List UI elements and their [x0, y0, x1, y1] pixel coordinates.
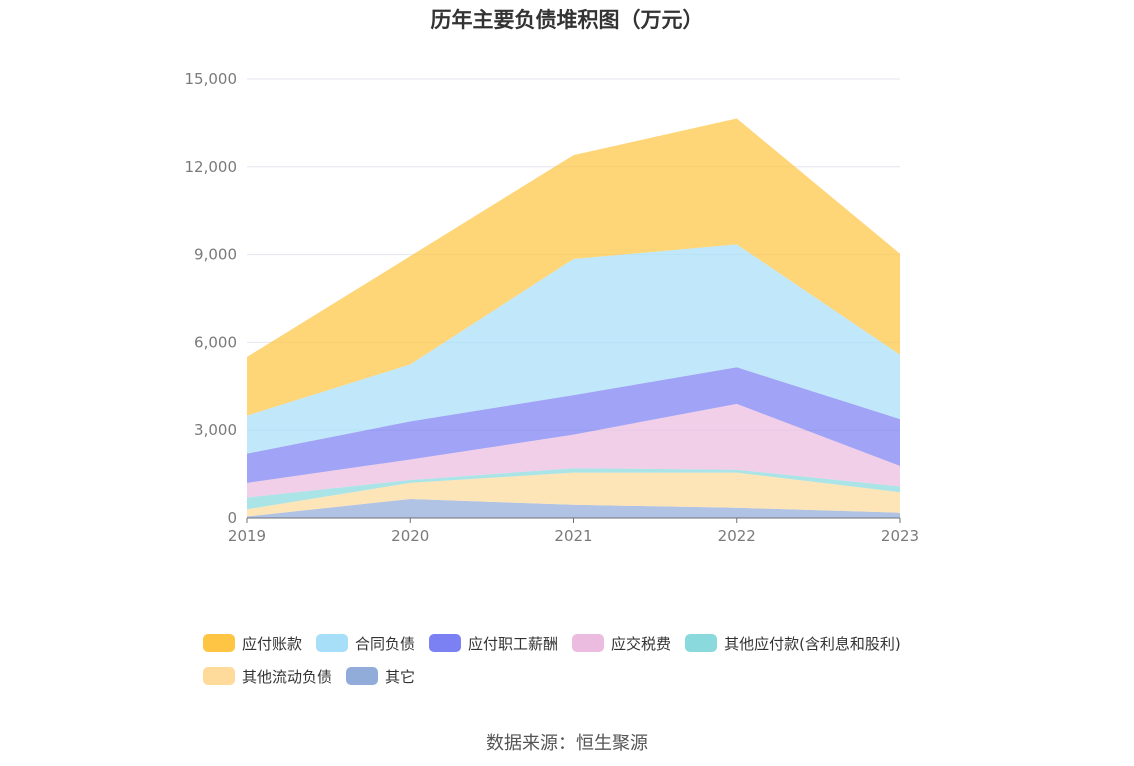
y-tick-label: 6,000	[194, 333, 237, 351]
legend-item[interactable]: 合同负债	[316, 631, 415, 655]
data-source-note: 数据来源：恒生聚源	[486, 733, 648, 754]
x-tick-label: 2023	[881, 527, 919, 545]
area-series-6[interactable]	[247, 118, 900, 416]
area-series-5[interactable]	[247, 244, 900, 454]
x-tick-label: 2021	[554, 527, 592, 545]
legend-swatch	[203, 667, 235, 685]
legend-label: 应付职工薪酬	[468, 634, 559, 653]
y-tick-label: 9,000	[194, 246, 237, 264]
y-tick-label: 0	[227, 509, 237, 527]
x-tick-label: 2019	[228, 527, 266, 545]
legend-label: 其他流动负债	[242, 667, 333, 686]
y-tick-label: 15,000	[185, 70, 238, 88]
legend-swatch	[203, 634, 235, 652]
legend-item[interactable]: 其他流动负债	[203, 664, 332, 688]
legend-item[interactable]: 其它	[346, 664, 415, 688]
y-tick-label: 12,000	[185, 158, 238, 176]
area-series-4[interactable]	[247, 367, 900, 483]
area-series-1[interactable]	[247, 472, 900, 517]
x-tick-label: 2020	[391, 527, 429, 545]
legend-item[interactable]: 其他应付款(含利息和股利)	[685, 631, 901, 655]
legend-swatch	[572, 634, 605, 652]
legend-label: 其它	[385, 667, 416, 686]
y-tick-label: 3,000	[194, 421, 237, 439]
legend-item[interactable]: 应付职工薪酬	[429, 631, 558, 655]
chart-title: 历年主要负债堆积图（万元）	[430, 8, 704, 32]
legend-swatch	[685, 634, 718, 652]
area-series-0[interactable]	[247, 499, 900, 518]
legend-label: 应付账款	[242, 634, 303, 653]
legend-item[interactable]: 应付账款	[203, 631, 302, 655]
legend-label: 合同负债	[355, 634, 416, 653]
legend-swatch	[316, 634, 349, 652]
legend-label: 应交税费	[611, 634, 672, 653]
legend-label: 其他应付款(含利息和股利)	[724, 634, 901, 653]
area-series-3[interactable]	[247, 403, 900, 498]
axes: 0 3,000 6,000 9,000 12,000 15,000 2019 2020 2021…	[185, 70, 920, 545]
x-tick-label: 2022	[718, 527, 756, 545]
legend-item[interactable]: 应交税费	[572, 631, 671, 655]
legend-swatch	[429, 634, 462, 652]
legend: 应付账款 合同负债 应付职工薪酬 应交税费 其他应付款(含利息和股利) 其他流动负债 其它	[203, 631, 963, 697]
area-series	[247, 118, 900, 518]
legend-swatch	[346, 667, 379, 685]
